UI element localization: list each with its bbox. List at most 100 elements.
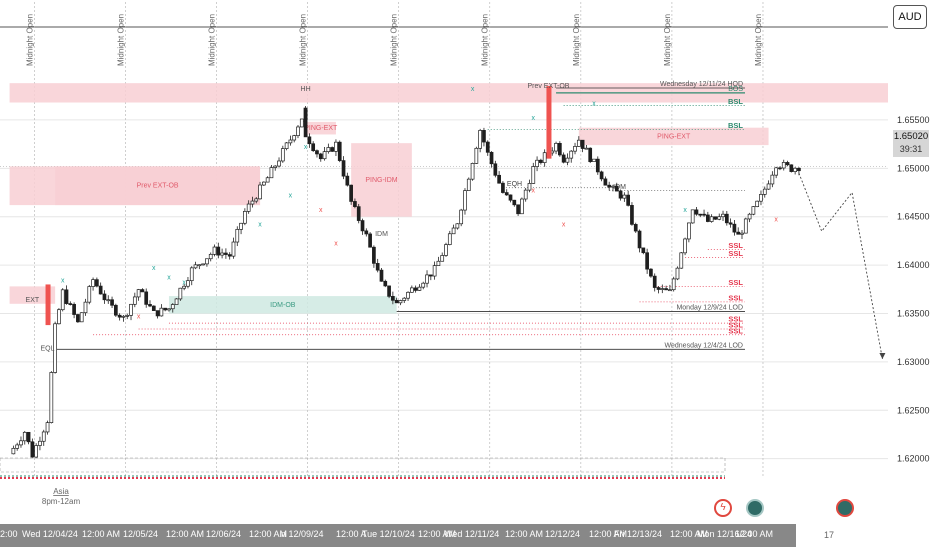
price-tick-label: 1.64500	[897, 212, 930, 222]
candle-body	[174, 298, 179, 305]
candle	[353, 198, 357, 209]
candle-body	[470, 163, 475, 180]
candle-body	[341, 160, 346, 177]
candle-body	[702, 213, 706, 216]
candle	[755, 200, 760, 208]
candle	[436, 256, 441, 266]
candle-body	[60, 289, 65, 311]
candle-body	[45, 422, 50, 433]
candle	[326, 143, 331, 154]
candle-body	[603, 178, 608, 186]
candle-body	[170, 304, 175, 310]
candle-body	[205, 258, 209, 265]
price-tick-label: 1.65000	[897, 163, 930, 173]
candle-body	[277, 160, 281, 167]
candle-body	[387, 285, 391, 297]
bullish-structure-marker: x	[61, 278, 65, 285]
candle-body	[740, 232, 744, 235]
level-label: SSL	[728, 249, 743, 258]
candle-body	[554, 142, 558, 152]
candle-body	[580, 139, 585, 149]
candle	[182, 283, 187, 291]
candle-body	[531, 166, 536, 184]
candle	[227, 252, 232, 260]
price-axis[interactable]: 1.65500 1.65000 1.64500 1.64000 1.63500 1.630…	[897, 115, 930, 464]
structure-label: EQL	[41, 345, 55, 352]
candle	[417, 284, 422, 291]
zones: Prev EXT-OB PING-EXT PING-IDM PING-EXT IDM-O…	[9, 83, 889, 314]
price-tick-label: 1.65500	[897, 115, 930, 125]
time-tick-label: 2:00	[0, 529, 18, 539]
price-tick-label: 1.64000	[897, 260, 930, 270]
candle-body	[451, 227, 456, 235]
candle	[132, 292, 137, 308]
economic-event-icon[interactable]	[836, 499, 854, 517]
current-price-value: 1.65020	[893, 131, 929, 142]
projection-path	[798, 172, 886, 360]
candle-body	[231, 241, 236, 257]
session-label: Midnight Open	[116, 14, 125, 66]
candle-body	[265, 177, 270, 183]
level-label: BSL	[728, 97, 743, 106]
candle-body	[463, 190, 467, 211]
candle	[611, 184, 615, 192]
candle	[178, 287, 183, 301]
candle-body	[660, 288, 665, 290]
time-tick-label: 12:00 AM	[418, 529, 457, 539]
economic-event-icon[interactable]	[746, 499, 764, 517]
candle	[337, 140, 342, 163]
candle	[778, 166, 782, 171]
candle	[261, 181, 266, 186]
candle-body	[584, 147, 589, 150]
candle	[140, 288, 145, 293]
zone-label: PING-EXT	[304, 125, 338, 132]
level-label: SSL	[728, 241, 743, 250]
candle-body	[193, 264, 198, 269]
candle-body	[728, 222, 733, 225]
time-axis[interactable]: 2:00 Wed 12/04/24 12:00 AM 12/05/24 12:00 AM…	[0, 524, 796, 547]
candle-body	[633, 224, 638, 232]
candle-body	[687, 222, 691, 240]
session-label: Midnight Open	[390, 14, 399, 66]
zone-label: Prev EXT-OB	[137, 183, 179, 190]
candle-body	[607, 184, 612, 188]
zone-box	[305, 121, 336, 135]
zone-box	[578, 127, 769, 146]
candle	[592, 158, 596, 162]
candle-body	[360, 220, 365, 232]
candle-body	[19, 440, 23, 446]
session-label: Midnight Open	[208, 14, 217, 66]
level-label: SSL	[728, 320, 743, 329]
candle-body	[41, 431, 46, 442]
candle	[652, 273, 657, 292]
flash-event-icon[interactable]: ϟ	[714, 499, 732, 517]
candle-body	[235, 229, 240, 243]
candle	[49, 371, 54, 424]
candle-body	[478, 130, 483, 149]
time-tick-label: 12:00 A	[336, 529, 367, 539]
candle-body	[459, 209, 464, 225]
candle	[349, 184, 353, 205]
candle	[79, 312, 84, 323]
candle-body	[743, 218, 748, 234]
candle-body	[284, 142, 289, 149]
candle	[743, 217, 748, 234]
zone-box	[351, 143, 412, 217]
candle-body	[501, 182, 505, 193]
candle-body	[224, 252, 228, 255]
candle-body	[372, 246, 376, 264]
time-tick-label: 12:00 AM	[82, 529, 121, 539]
candle	[664, 285, 668, 291]
candle	[155, 310, 160, 319]
time-tick-label: 12:00 AM	[735, 529, 774, 539]
candle-body	[208, 253, 213, 260]
currency-selector[interactable]: AUD	[893, 5, 927, 29]
candle-body	[455, 223, 460, 229]
candle-body	[125, 315, 130, 317]
candle-body	[72, 303, 76, 315]
candle	[296, 125, 300, 139]
candle	[235, 226, 240, 247]
candle-body	[611, 185, 615, 188]
candle	[163, 307, 168, 312]
